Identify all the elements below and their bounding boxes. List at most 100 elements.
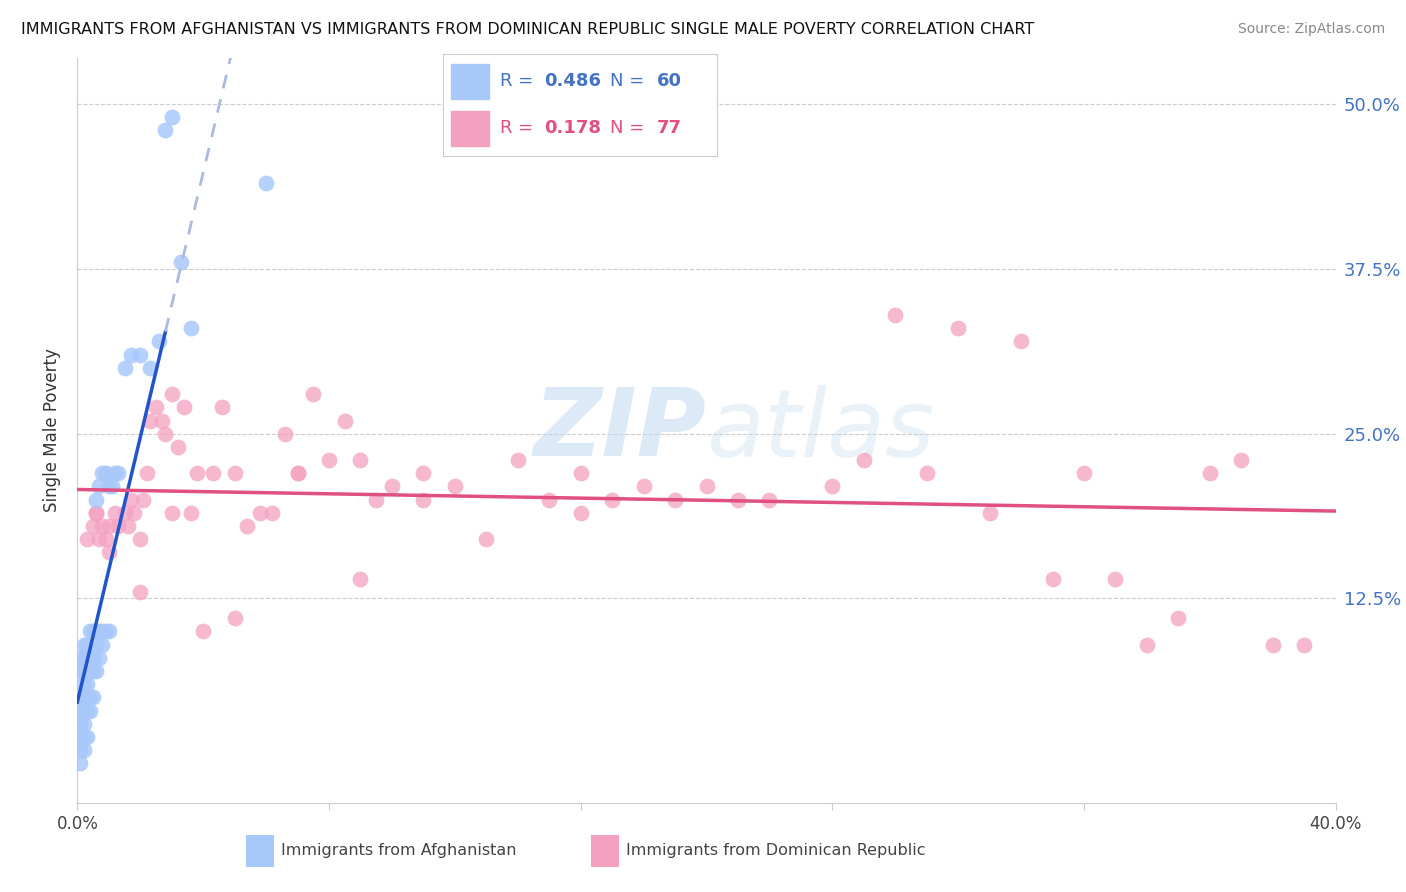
Point <box>191 624 215 639</box>
Point <box>91 638 114 652</box>
Point <box>1199 467 1222 481</box>
Point <box>69 716 91 731</box>
Text: Immigrants from Afghanistan: Immigrants from Afghanistan <box>281 844 516 858</box>
Point <box>82 519 104 533</box>
Point <box>84 506 107 520</box>
Point <box>101 479 124 493</box>
Point <box>333 413 356 427</box>
Point <box>72 664 94 678</box>
Point <box>249 506 271 520</box>
Point <box>224 467 246 481</box>
Point <box>287 467 309 481</box>
Point <box>76 532 98 546</box>
Point <box>94 467 117 481</box>
Point <box>1042 572 1064 586</box>
Point <box>224 611 246 625</box>
Text: ZIP: ZIP <box>534 384 707 476</box>
Point <box>82 690 104 705</box>
Point <box>318 453 340 467</box>
Point <box>129 348 152 362</box>
Point <box>76 690 98 705</box>
Point <box>84 638 107 652</box>
Point <box>262 506 284 520</box>
Point <box>186 467 208 481</box>
Point <box>72 650 94 665</box>
Point <box>132 492 155 507</box>
Point <box>160 506 183 520</box>
Point <box>506 453 529 467</box>
Point <box>82 624 104 639</box>
Point <box>72 730 94 744</box>
Bar <box>451 111 489 145</box>
Point <box>211 401 233 415</box>
Point <box>114 506 136 520</box>
Text: R =: R = <box>501 72 540 90</box>
Point <box>1136 638 1159 652</box>
Text: 0.178: 0.178 <box>544 120 602 137</box>
Point <box>381 479 404 493</box>
Point <box>84 664 107 678</box>
Point <box>97 519 120 533</box>
Point <box>79 704 101 718</box>
Point <box>82 664 104 678</box>
Text: R =: R = <box>501 120 540 137</box>
Point <box>302 387 325 401</box>
Point <box>148 334 170 349</box>
Point <box>72 704 94 718</box>
Point <box>135 467 157 481</box>
Point <box>84 506 107 520</box>
Point <box>1073 467 1095 481</box>
Point <box>69 756 91 771</box>
Point <box>173 401 195 415</box>
Point <box>129 532 152 546</box>
Y-axis label: Single Male Poverty: Single Male Poverty <box>44 349 62 512</box>
Point <box>129 585 152 599</box>
Point <box>91 624 114 639</box>
Point <box>696 479 718 493</box>
Point <box>1104 572 1126 586</box>
Text: atlas: atlas <box>707 384 935 476</box>
Point <box>366 492 388 507</box>
Point <box>122 506 145 520</box>
Point <box>97 624 120 639</box>
Point <box>150 413 173 427</box>
Text: N =: N = <box>610 72 650 90</box>
Point <box>104 506 127 520</box>
Point <box>138 360 160 375</box>
Point <box>948 321 970 335</box>
Point <box>145 401 167 415</box>
Point <box>170 255 193 269</box>
Point <box>1230 453 1253 467</box>
Text: 60: 60 <box>657 72 682 90</box>
Point <box>180 506 202 520</box>
Point <box>160 111 183 125</box>
Point <box>633 479 655 493</box>
Point <box>444 479 467 493</box>
Point <box>600 492 623 507</box>
Point <box>82 650 104 665</box>
Point <box>349 572 371 586</box>
Point <box>884 308 907 322</box>
Point <box>72 677 94 691</box>
Point <box>412 492 434 507</box>
Point <box>155 426 177 441</box>
Point <box>94 624 117 639</box>
Point <box>94 532 117 546</box>
Text: 77: 77 <box>657 120 682 137</box>
Point <box>979 506 1001 520</box>
Point <box>167 440 190 454</box>
Point <box>120 348 142 362</box>
Point <box>117 519 139 533</box>
Point <box>180 321 202 335</box>
Point <box>69 664 91 678</box>
Text: Immigrants from Dominican Republic: Immigrants from Dominican Republic <box>626 844 925 858</box>
Point <box>84 492 107 507</box>
Point <box>107 467 129 481</box>
Point <box>76 677 98 691</box>
Bar <box>451 64 489 99</box>
Point <box>1010 334 1032 349</box>
Point <box>89 650 111 665</box>
Point <box>107 519 129 533</box>
Point <box>138 413 160 427</box>
Point <box>79 624 101 639</box>
